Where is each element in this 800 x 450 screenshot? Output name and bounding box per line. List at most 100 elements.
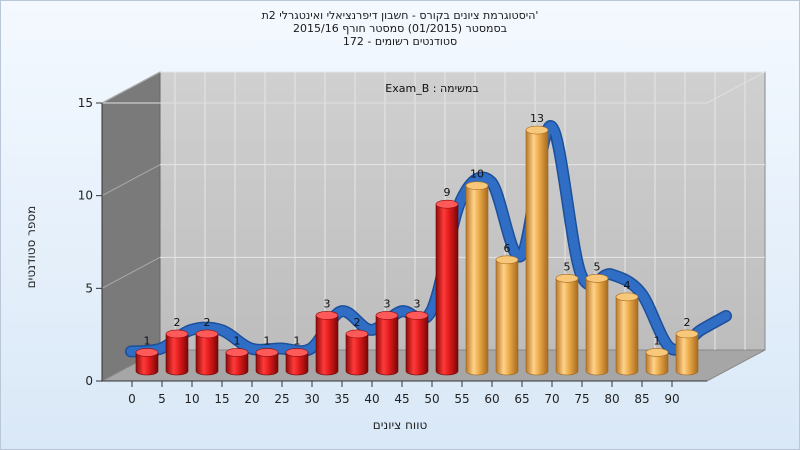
bar-body (465, 185, 489, 376)
bar (405, 311, 429, 376)
x-tick-labels: 0 5 10 15 20 25 30 35 40 45 50 55 60 65 70 75 80 85 90 (128, 392, 679, 406)
left-wall (101, 71, 161, 382)
data-label: 4 (624, 279, 631, 292)
chart-titles: היסטוגרמת ציונים בקורס - חשבון דיפרנציאל… (0, 9, 800, 48)
bar-body (345, 333, 369, 376)
bar-body (555, 278, 579, 376)
x-tick-label: 30 (304, 392, 319, 406)
bar-body (435, 203, 459, 376)
y-tick-label: 15 (78, 96, 93, 110)
bar-cap (135, 348, 159, 357)
y-tick-label: 5 (85, 281, 93, 295)
bar-cap (375, 311, 399, 320)
bar (375, 311, 399, 376)
data-label: 3 (324, 297, 331, 310)
bar-body (525, 129, 549, 376)
bar-cap (405, 311, 429, 320)
data-label: 1 (234, 334, 241, 347)
x-tick-label: 75 (574, 392, 589, 406)
bar (495, 255, 519, 376)
x-tick-label: 90 (664, 392, 679, 406)
grid-line-left (101, 256, 161, 289)
x-tick-label: 20 (244, 392, 259, 406)
bar-cap (675, 329, 699, 339)
bar (225, 348, 249, 376)
data-label: 3 (384, 297, 391, 310)
bar-body (135, 352, 159, 376)
bar-cap (645, 348, 669, 357)
data-label: 2 (684, 316, 691, 329)
x-tick-label: 15 (214, 392, 229, 406)
x-tick-label: 55 (454, 392, 469, 406)
bar (165, 329, 189, 376)
bar-body (615, 296, 639, 376)
x-tick-label: 25 (274, 392, 289, 406)
bar-cap (435, 199, 459, 209)
x-tick-label: 10 (184, 392, 199, 406)
y-axis-label: מספר סטודנטים (24, 205, 38, 289)
x-tick-label: 0 (128, 392, 136, 406)
bar-cap (255, 348, 279, 357)
bar-cap (345, 329, 369, 339)
bar-body (255, 352, 279, 376)
inner-exam-label: Exam_B : במשימה (385, 82, 478, 95)
bar-cap (225, 348, 249, 357)
data-label: 1 (144, 334, 151, 347)
bar-cap (315, 311, 339, 320)
x-tick-label: 5 (158, 392, 166, 406)
bar-body (375, 315, 399, 376)
data-label: 5 (594, 260, 601, 273)
data-label: 2 (354, 316, 361, 329)
bar (525, 125, 549, 376)
bar (135, 348, 159, 376)
bar-body (165, 333, 189, 376)
x-tick-label: 70 (544, 392, 559, 406)
bar-body (675, 333, 699, 376)
data-label: 9 (444, 186, 451, 199)
bar (195, 329, 219, 376)
x-tick-label: 60 (484, 392, 499, 406)
grid-line-left (101, 164, 161, 197)
bar-cap (165, 329, 189, 339)
y-tick-labels: 0 5 10 15 (78, 96, 93, 388)
bar-cap (585, 274, 609, 283)
bar (675, 329, 699, 376)
x-tick-label: 35 (334, 392, 349, 406)
bar (435, 199, 459, 376)
bar (555, 274, 579, 376)
bar-body (405, 315, 429, 376)
bar (345, 329, 369, 376)
bar-cap (525, 125, 549, 135)
bar (585, 274, 609, 376)
bar (285, 348, 309, 376)
bar-cap (465, 181, 489, 190)
chart-title-line2: בסמסטר (01/2015) סמסטר חורף 2015/16 (293, 22, 507, 35)
x-tick-label: 65 (514, 392, 529, 406)
bar-body (195, 333, 219, 376)
bar-cap (615, 292, 639, 302)
data-label: 2 (204, 316, 211, 329)
bar-cap (495, 255, 519, 265)
bar-cap (285, 348, 309, 357)
bar (255, 348, 279, 376)
bar-body (285, 352, 309, 376)
bar-body (495, 259, 519, 376)
data-label: 6 (504, 242, 511, 255)
data-label: 3 (414, 297, 421, 310)
data-label: 13 (530, 112, 544, 125)
data-label: 1 (294, 334, 301, 347)
bar-body (645, 352, 669, 376)
x-tick-label: 50 (424, 392, 439, 406)
y-tick-label: 0 (85, 374, 93, 388)
bars (135, 125, 699, 376)
data-label: 1 (654, 334, 661, 347)
x-axis-label: טווח ציונים (372, 418, 428, 432)
bar-body (225, 352, 249, 376)
chart-title-line1: היסטוגרמת ציונים בקורס - חשבון דיפרנציאל… (261, 9, 539, 22)
axes (96, 102, 707, 387)
bar (315, 311, 339, 376)
bar-body (315, 315, 339, 376)
grid-line-left (101, 71, 161, 104)
